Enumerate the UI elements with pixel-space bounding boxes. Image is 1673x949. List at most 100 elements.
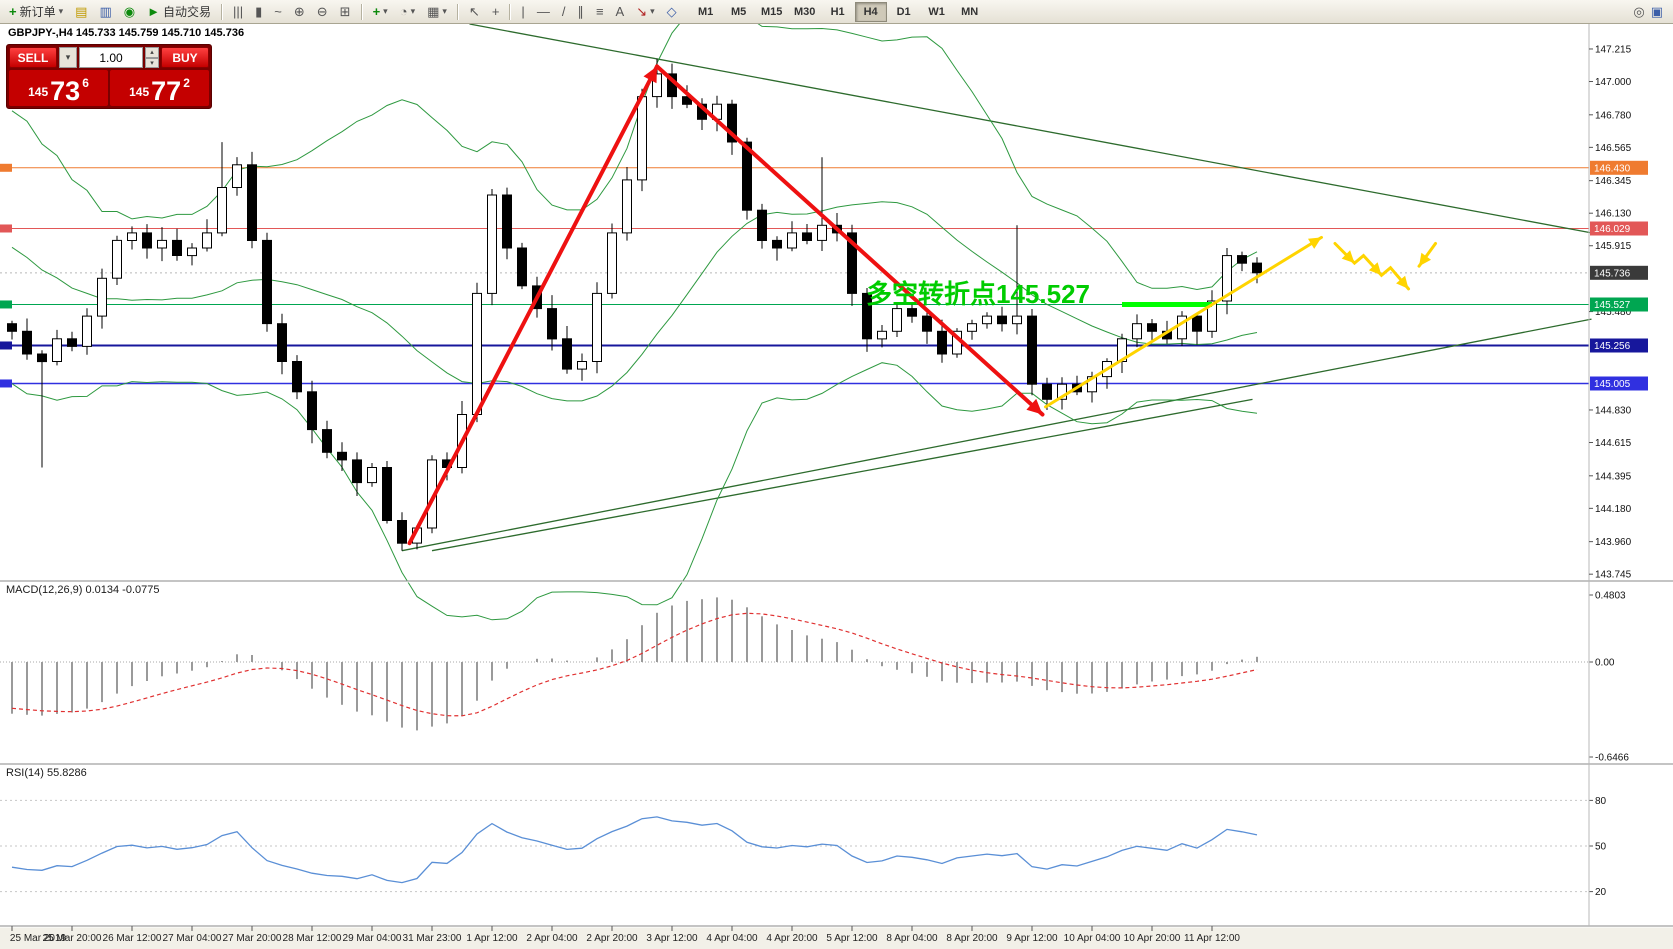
svg-text:144.615: 144.615 (1595, 438, 1632, 449)
one-click-trading-panel: SELL ▾ 1.00 ▴ ▾ BUY 145 73 6 145 77 2 (6, 44, 212, 109)
toolbar-separator (509, 3, 512, 20)
bar-chart-button[interactable]: ||| (228, 1, 248, 23)
navigator-icon: ◉ (123, 4, 136, 19)
trade-panel-prices: 145 73 6 145 77 2 (9, 70, 209, 106)
zoom-out-button[interactable]: ⊖ (312, 1, 333, 23)
clock-icon: ◔ (399, 4, 408, 19)
buy-price-sup: 2 (183, 76, 190, 90)
macd-panel: 0.4803 0.00 -0.6466 (0, 591, 1629, 764)
candlestick-chart-button[interactable]: ▮ (250, 1, 267, 23)
sell-price-sup: 6 (82, 76, 89, 90)
trendline-tool[interactable]: / (557, 1, 571, 23)
vertical-line-tool[interactable]: | (516, 1, 529, 23)
timeframe-mn[interactable]: MN (961, 5, 979, 18)
periods-button[interactable]: ◔ ▾ (395, 1, 420, 23)
templates-icon: ▦ (427, 4, 440, 19)
sell-price-big: 73 (50, 76, 81, 107)
new-order-button[interactable]: + 新订单 ▾ (4, 1, 68, 23)
volume-input[interactable]: 1.00 (79, 47, 143, 68)
volume-down-icon[interactable]: ▾ (145, 57, 159, 68)
svg-text:-0.6466: -0.6466 (1595, 753, 1629, 764)
candles (7, 58, 1262, 551)
channel-tool[interactable]: ∥ (572, 1, 589, 23)
svg-text:4 Apr 04:00: 4 Apr 04:00 (706, 933, 758, 944)
svg-text:26 Mar 12:00: 26 Mar 12:00 (103, 933, 162, 944)
svg-text:144.830: 144.830 (1595, 405, 1632, 416)
svg-text:143.960: 143.960 (1595, 537, 1632, 548)
crosshair-tool-button[interactable]: + (487, 1, 505, 23)
svg-text:146.130: 146.130 (1595, 209, 1632, 220)
toolbar-separator (360, 3, 363, 20)
timeframe-m1[interactable]: M1 (698, 5, 714, 18)
svg-text:20: 20 (1595, 887, 1607, 898)
arrow-tool[interactable]: ↘ ▾ (631, 1, 659, 23)
crosshair-icon: + (491, 4, 500, 19)
indicators-icon: + (372, 4, 381, 19)
chevron-down-icon: ▾ (58, 6, 64, 16)
svg-text:146.345: 146.345 (1595, 176, 1632, 187)
macd-label: MACD(12,26,9) 0.0134 -0.0775 (6, 584, 160, 596)
cursor-icon: ↖ (468, 4, 480, 19)
horizontal-line-icon: — (536, 4, 550, 19)
svg-text:5 Apr 12:00: 5 Apr 12:00 (826, 933, 878, 944)
cursor-tool-button[interactable]: ↖ (464, 1, 485, 23)
volume-stepper[interactable]: ▴ ▾ (145, 47, 159, 68)
market-watch-button[interactable]: ▥ (94, 1, 116, 23)
timeframe-h4[interactable]: H4 (854, 1, 887, 22)
svg-text:27 Mar 20:00: 27 Mar 20:00 (223, 933, 282, 944)
timeframe-w1[interactable]: W1 (928, 5, 945, 18)
chevron-down-icon: ▾ (410, 6, 416, 16)
auto-trading-button[interactable]: ► 自动交易 (142, 1, 216, 23)
svg-text:144.395: 144.395 (1595, 471, 1632, 482)
horizontal-line-tool[interactable]: — (532, 1, 555, 23)
order-type-dropdown[interactable]: ▾ (59, 47, 77, 68)
tile-windows-button[interactable]: ⊞ (335, 1, 356, 23)
fibonacci-tool[interactable]: ≡ (591, 1, 609, 23)
toolbar-right-group: ◎ ▣ (1633, 5, 1669, 18)
chevron-down-icon: ▾ (383, 6, 388, 16)
svg-text:145.736: 145.736 (1594, 268, 1631, 279)
sell-button[interactable]: SELL (9, 47, 57, 68)
community-icon[interactable]: ▣ (1650, 4, 1663, 19)
svg-text:0.00: 0.00 (1595, 658, 1615, 669)
svg-text:8 Apr 04:00: 8 Apr 04:00 (886, 933, 938, 944)
svg-text:147.215: 147.215 (1595, 44, 1632, 55)
sell-price-display[interactable]: 145 73 6 (9, 70, 108, 106)
zoom-out-icon: ⊖ (316, 4, 328, 19)
volume-up-icon[interactable]: ▴ (145, 47, 159, 58)
line-chart-button[interactable]: ~ (269, 1, 287, 23)
macd-name: MACD(12,26,9) (6, 584, 83, 596)
buy-price-display[interactable]: 145 77 2 (110, 70, 209, 106)
text-tool[interactable]: A (611, 1, 630, 23)
search-icon[interactable]: ◎ (1633, 4, 1645, 19)
indicators-button[interactable]: + ▾ (368, 1, 393, 23)
svg-text:29 Mar 04:00: 29 Mar 04:00 (343, 933, 402, 944)
svg-text:27 Mar 04:00: 27 Mar 04:00 (163, 933, 222, 944)
chevron-down-icon: ▾ (442, 6, 447, 16)
timeframe-m5[interactable]: M5 (731, 5, 747, 18)
svg-text:145.256: 145.256 (1594, 341, 1631, 352)
shapes-icon: ◇ (666, 4, 677, 19)
templates-button[interactable]: ▦ ▾ (422, 1, 452, 23)
charts-profile-icon: ▤ (75, 4, 88, 19)
price-axis: 147.215 147.000 146.780 146.565 146.345 146.1… (1589, 44, 1648, 581)
svg-text:25 Mar 20:00: 25 Mar 20:00 (43, 933, 102, 944)
zoom-in-button[interactable]: ⊕ (289, 1, 310, 23)
timeframe-h1[interactable]: H1 (830, 5, 845, 18)
shapes-tool[interactable]: ◇ (662, 1, 682, 23)
timeframe-d1[interactable]: D1 (896, 5, 911, 18)
text-tool-icon: A (615, 4, 625, 19)
buy-button[interactable]: BUY (161, 47, 209, 68)
navigator-button[interactable]: ◉ (119, 1, 140, 23)
svg-text:25 Mar 2019: 25 Mar 2019 (10, 933, 67, 944)
svg-text:0.4803: 0.4803 (1595, 591, 1626, 602)
timeframe-m30[interactable]: M30 (793, 5, 816, 18)
charts-profile-button[interactable]: ▤ (70, 1, 92, 23)
svg-text:146.430: 146.430 (1594, 163, 1631, 174)
bar-chart-icon: ||| (232, 4, 244, 19)
svg-text:1 Apr 12:00: 1 Apr 12:00 (466, 933, 518, 944)
timeframe-m15[interactable]: M15 (760, 5, 783, 18)
svg-text:10 Apr 20:00: 10 Apr 20:00 (1124, 933, 1181, 944)
toolbar-separator (220, 3, 223, 20)
